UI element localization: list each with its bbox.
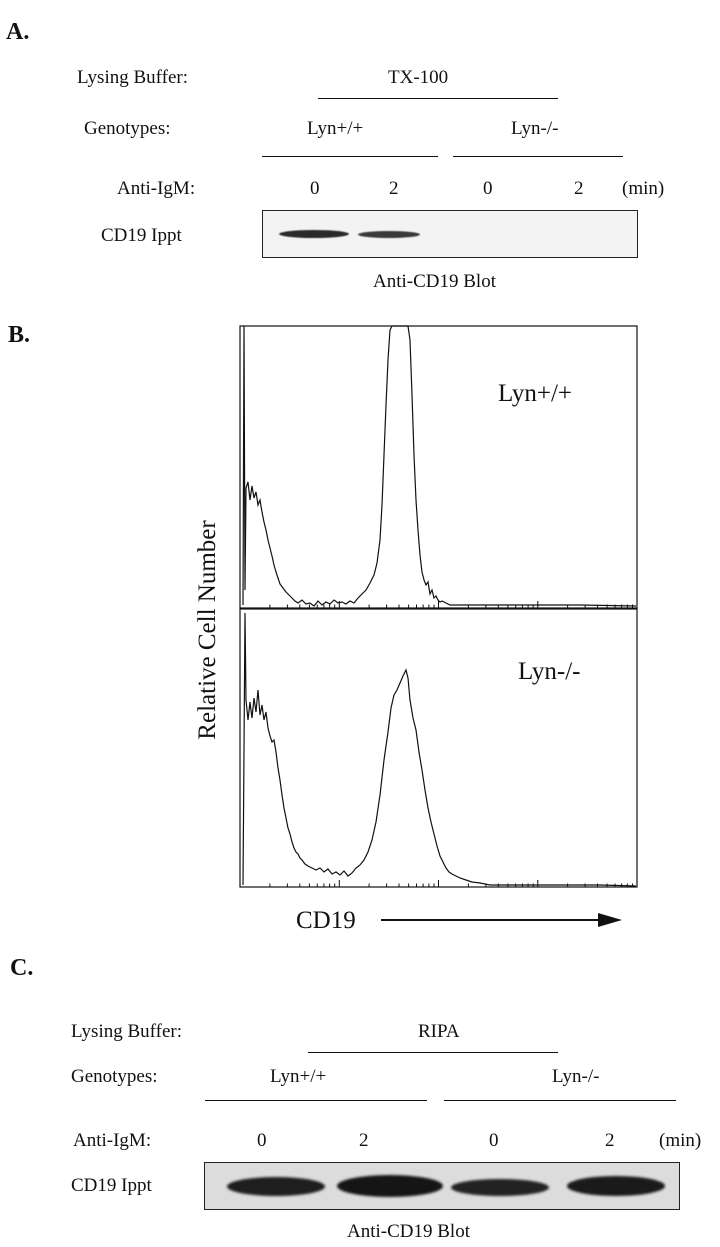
panel-a-genotypes-label: Genotypes: — [84, 118, 171, 139]
panel-c-genotype-ko: Lyn-/- — [552, 1066, 600, 1087]
panel-c-time-unit: (min) — [659, 1130, 702, 1151]
panel-c-genotype-ko-rule — [444, 1100, 676, 1102]
panel-a-label: A. — [6, 19, 30, 45]
panel-a-blot-label: Anti-CD19 Blot — [373, 271, 496, 292]
panel-b-label: B. — [8, 322, 31, 348]
panel-a-time-unit: (min) — [622, 178, 665, 199]
panel-b-top-genotype-label: Lyn+/+ — [498, 380, 573, 407]
panel-b-top-histogram-curve — [242, 325, 637, 607]
panel-a-blot — [262, 210, 638, 258]
panel-b-x-axis-arrow-head — [598, 913, 622, 927]
panel-c-time-2: 2 — [359, 1130, 369, 1151]
panel-a-band-lane-1 — [279, 230, 349, 238]
panel-b-bottom-ticks — [239, 880, 633, 887]
panel-c-band-lane-2 — [337, 1175, 443, 1197]
panel-c-ippt-label: CD19 Ippt — [71, 1175, 152, 1196]
panel-a-anti-igm-label: Anti-IgM: — [117, 178, 196, 199]
panel-a-time-4: 2 — [574, 178, 584, 199]
panel-a-time-2: 2 — [389, 178, 399, 199]
panel-c-genotypes-label: Genotypes: — [71, 1066, 158, 1087]
panel-c-genotype-wt-rule — [205, 1100, 427, 1102]
panel-c-band-lane-3 — [451, 1179, 549, 1196]
panel-c-lysing-buffer-value: RIPA — [418, 1021, 460, 1042]
panel-a-lysing-buffer-value: TX-100 — [388, 67, 449, 88]
panel-c-lysing-buffer-label: Lysing Buffer: — [71, 1021, 183, 1042]
panel-b-bottom-genotype-label: Lyn-/- — [518, 658, 581, 685]
panel-c-lysing-rule — [308, 1052, 558, 1054]
panel-b-bottom-frame — [239, 608, 638, 888]
panel-b-top-frame — [239, 325, 638, 609]
panel-a-lysing-rule — [318, 98, 558, 100]
panel-c-time-1: 0 — [257, 1130, 267, 1151]
panel-a-genotype-wt: Lyn+/+ — [307, 118, 364, 139]
panel-a-band-lane-2 — [358, 231, 420, 238]
panel-a-lysing-buffer-label: Lysing Buffer: — [77, 67, 189, 88]
panel-c-time-3: 0 — [489, 1130, 499, 1151]
panel-a-ippt-label: CD19 Ippt — [101, 225, 182, 246]
panel-a-time-3: 0 — [483, 178, 493, 199]
panel-c-blot-label: Anti-CD19 Blot — [347, 1221, 470, 1242]
panel-c-genotype-wt: Lyn+/+ — [270, 1066, 327, 1087]
panel-a-genotype-wt-rule — [262, 156, 438, 158]
panel-b-x-axis-label: CD19 — [296, 907, 356, 934]
panel-c-band-lane-4 — [567, 1176, 665, 1196]
panel-c-band-lane-1 — [227, 1177, 325, 1196]
panel-a-genotype-ko: Lyn-/- — [511, 118, 559, 139]
panel-c-blot — [204, 1162, 680, 1210]
panel-a-genotype-ko-rule — [453, 156, 623, 158]
panel-c-time-4: 2 — [605, 1130, 615, 1151]
panel-a-time-1: 0 — [310, 178, 320, 199]
panel-b-bottom-histogram-curve — [242, 612, 637, 887]
panel-c-anti-igm-label: Anti-IgM: — [73, 1130, 152, 1151]
panel-c-label: C. — [10, 955, 34, 981]
